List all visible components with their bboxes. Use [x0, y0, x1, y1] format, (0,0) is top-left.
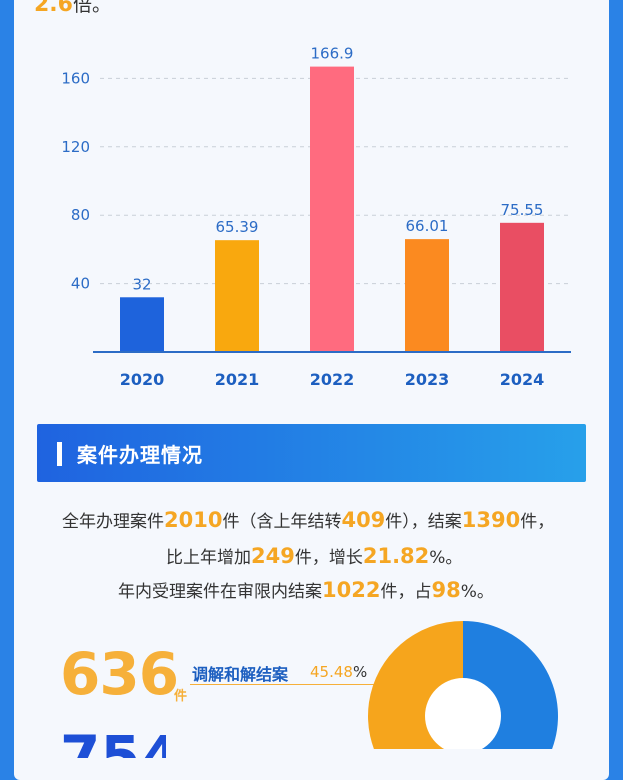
- bar-2020: [120, 297, 164, 352]
- carried-cases: 409: [341, 508, 386, 532]
- mediation-pct-value: 45.48: [310, 663, 353, 681]
- top-suffix: 倍。: [72, 0, 111, 16]
- increase-percent: 21.82: [362, 544, 430, 568]
- section-header: 案件办理情况: [37, 424, 586, 482]
- top-value: 2.6: [34, 0, 73, 17]
- text: 年内受理案件在审限内结案: [118, 582, 322, 602]
- top-note: 2.6倍。: [34, 0, 111, 17]
- text: 全年办理案件: [62, 512, 164, 532]
- text: 件），结案: [385, 512, 462, 532]
- text: 件，占: [380, 582, 432, 602]
- text: 比上年增加: [166, 548, 251, 568]
- bar-2024: [500, 222, 544, 352]
- mediation-percent: 45.48%: [310, 663, 367, 681]
- text: 件（含上年结转: [222, 512, 342, 532]
- value-label-2020: 32: [132, 275, 151, 293]
- total-cases: 2010: [164, 508, 223, 532]
- y-tick-label: 160: [61, 69, 90, 87]
- bar-2022: [310, 66, 354, 352]
- mediation-pct-sign: %: [352, 663, 368, 681]
- category-label-2023: 2023: [405, 370, 450, 389]
- text: %。: [429, 548, 463, 568]
- value-label-2021: 65.39: [216, 218, 259, 236]
- stat-divider: [190, 684, 414, 685]
- timely-closed-count: 1022: [322, 578, 381, 602]
- y-tick-label: 40: [71, 275, 90, 293]
- closed-cases: 1390: [461, 508, 521, 532]
- mediation-unit: 件: [174, 689, 188, 704]
- value-label-2022: 166.9: [311, 45, 354, 63]
- category-label-2024: 2024: [500, 370, 545, 389]
- text: 件，: [520, 512, 555, 532]
- increase-count: 249: [251, 544, 295, 568]
- text: %。: [460, 582, 494, 602]
- category-label-2022: 2022: [310, 370, 355, 389]
- donut-chart: [368, 621, 558, 749]
- section-title: 案件办理情况: [77, 443, 203, 467]
- timely-closed-percent: 98: [431, 578, 461, 602]
- category-label-2020: 2020: [120, 370, 165, 389]
- summary-line-1: 全年办理案件2010件（含上年结转409件），结案1390件，: [62, 507, 554, 532]
- summary-line-3: 年内受理案件在审限内结案1022件，占98%。: [118, 577, 494, 602]
- section-accent-bar: [57, 442, 62, 466]
- value-label-2023: 66.01: [406, 217, 449, 235]
- donut-hole: [425, 678, 501, 749]
- mediation-count: 636: [60, 640, 179, 708]
- y-tick-label: 120: [61, 138, 90, 156]
- bar-2023: [405, 239, 449, 352]
- summary-line-2: 比上年增加249件，增长21.82%。: [166, 543, 462, 568]
- category-label-2021: 2021: [215, 370, 260, 389]
- text: 件，增长: [294, 548, 363, 568]
- mediation-label: 调解和解结案: [192, 665, 289, 684]
- y-tick-label: 80: [71, 206, 90, 224]
- bar-2021: [215, 240, 259, 352]
- value-label-2024: 75.55: [501, 201, 544, 219]
- bar-chart: 40 80 120 160 32 65.39 166.9 66.01 75.55 2020 20…: [61, 45, 571, 389]
